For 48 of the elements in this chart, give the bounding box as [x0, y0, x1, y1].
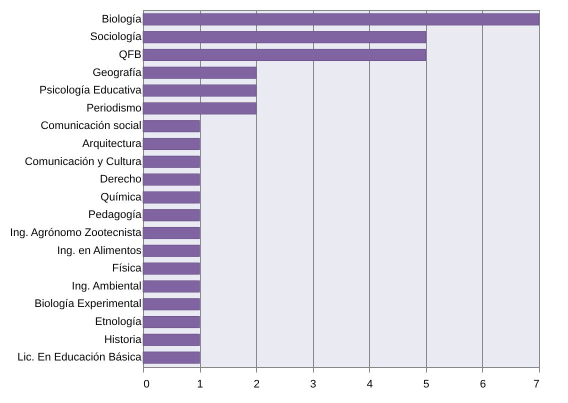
y-tick-label: Sociología — [90, 31, 142, 44]
y-tick-label: Comunicación social — [40, 120, 142, 132]
y-tick-label: Etnología — [95, 316, 142, 328]
x-tick-label: 4 — [366, 378, 373, 390]
x-tick-label: 5 — [423, 378, 430, 390]
bar — [142, 316, 200, 328]
bar — [142, 209, 200, 222]
bar — [142, 191, 200, 204]
y-tick-label: Derecho — [100, 174, 142, 186]
bar — [142, 13, 540, 26]
y-tick-label: Periodismo — [86, 102, 142, 114]
x-tick-label: 3 — [310, 378, 316, 390]
y-tick-label: Comunicación y Cultura — [24, 156, 142, 168]
bar — [142, 102, 256, 114]
y-tick-label: Biología — [102, 13, 142, 26]
bar — [142, 298, 200, 310]
y-tick-label: Geografía — [92, 66, 142, 79]
y-tick-label: Química — [100, 191, 142, 204]
y-tick-label: Ing. en Alimentos — [57, 244, 142, 257]
bar — [142, 352, 200, 364]
bar — [142, 66, 256, 79]
x-tick-label: 1 — [197, 378, 204, 390]
bar — [142, 280, 200, 292]
bar — [142, 244, 200, 257]
x-tick-label: 2 — [254, 378, 260, 390]
bar — [142, 226, 200, 240]
x-tick-label: 7 — [533, 378, 540, 390]
y-tick-label: Pedagogía — [88, 209, 142, 222]
x-tick-label: 0 — [144, 378, 150, 390]
y-tick-label: Lic. En Educación Básica — [17, 352, 142, 364]
bar — [142, 156, 200, 168]
y-tick-label: Física — [112, 262, 142, 275]
y-tick-label: Psicología Educativa — [39, 84, 142, 97]
x-tick-label: 6 — [480, 378, 486, 390]
bar — [142, 174, 200, 186]
y-tick-label: Historia — [104, 334, 142, 346]
bar — [142, 120, 200, 132]
y-tick-label: Biología Experimental — [34, 298, 142, 310]
bar — [142, 334, 200, 346]
bar — [142, 48, 426, 61]
bar — [142, 262, 200, 275]
bar — [142, 84, 256, 97]
bar — [142, 138, 200, 150]
y-tick-label: Ing. Ambiental — [72, 280, 142, 292]
y-tick-label: Arquitectura — [82, 138, 142, 150]
bar — [142, 31, 426, 44]
y-tick-label: Ing. Agrónomo Zootecnista — [10, 227, 142, 240]
y-tick-label: QFB — [118, 48, 142, 61]
